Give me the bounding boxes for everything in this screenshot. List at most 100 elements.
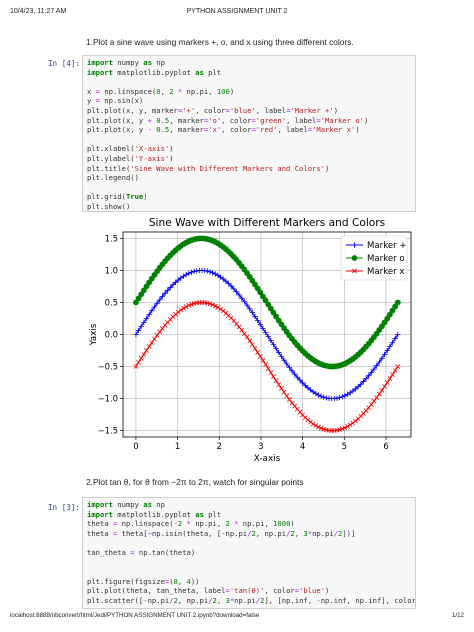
code-line: import matplotlib.pyplot as plt [87, 510, 411, 520]
data-point [223, 278, 229, 284]
data-point [133, 364, 139, 369]
data-point [342, 425, 348, 431]
data-point [315, 392, 322, 398]
data-point [231, 286, 237, 292]
data-point [299, 380, 306, 386]
code-cell-2[interactable]: import numpy as np import matplotlib.pypl… [82, 497, 416, 609]
data-point [252, 346, 258, 351]
data-point [143, 315, 150, 322]
data-point [210, 302, 216, 308]
data-point [342, 392, 348, 399]
data-point [164, 287, 171, 293]
data-point [283, 361, 290, 367]
data-point [310, 421, 316, 427]
data-point [284, 393, 290, 399]
code-line [87, 135, 411, 145]
data-point [360, 378, 367, 385]
y-tick-label: 0.5 [105, 297, 118, 307]
data-point [289, 400, 295, 406]
data-point [212, 271, 218, 277]
data-point [291, 371, 298, 377]
code-text: plt.xlabel('X-axis') [87, 144, 174, 154]
data-point [186, 302, 192, 308]
data-point [350, 420, 356, 426]
footer-page-number: 1/12 [451, 612, 464, 619]
data-point [257, 354, 263, 359]
y-tick-label: 1.0 [105, 265, 118, 275]
data-point [387, 376, 393, 382]
data-point [384, 380, 390, 386]
data-point [167, 284, 174, 291]
data-point [181, 305, 186, 311]
data-point [260, 358, 266, 363]
data-point [239, 327, 245, 333]
y-tick-label: 0.0 [105, 330, 118, 340]
data-point [263, 362, 268, 367]
x-tick-label: 3 [258, 441, 263, 451]
data-point [270, 341, 277, 348]
data-point [278, 353, 285, 360]
data-point [368, 402, 374, 407]
data-point [257, 321, 263, 328]
code-line: plt.plot(theta, tan_theta, label='tan(θ)… [87, 586, 411, 596]
data-point [392, 335, 398, 342]
data-point [236, 324, 242, 330]
data-point [183, 271, 189, 278]
data-point [268, 370, 274, 376]
data-point [279, 386, 284, 391]
footer-url: localhost:8888/nbconvert/html/Jedi/PYTHO… [10, 612, 260, 619]
data-point [374, 395, 380, 401]
data-point [318, 425, 324, 431]
code-line [87, 183, 411, 193]
data-point [241, 331, 247, 337]
chart-title: Sine Wave with Different Markers and Col… [149, 217, 385, 229]
data-point [154, 333, 160, 338]
code-text: tan_theta = np.tan(theta) [87, 547, 196, 557]
code-line: plt.show() [87, 202, 411, 211]
y-tick-label: −1.0 [98, 394, 118, 404]
data-point [302, 382, 308, 389]
data-point [265, 333, 271, 340]
data-point [215, 305, 221, 310]
data-point [345, 423, 350, 429]
data-point [376, 391, 382, 397]
data-point [146, 311, 152, 318]
data-point [318, 393, 324, 399]
code-line: import matplotlib.pyplot as plt [87, 68, 411, 78]
code-line [87, 558, 411, 568]
data-point [363, 376, 369, 382]
data-point [151, 304, 158, 310]
data-point [252, 313, 258, 320]
data-point [255, 350, 260, 355]
code-line: theta = theta[~np.isin(theta, [-np.pi/2,… [87, 529, 411, 539]
data-point [204, 268, 211, 274]
data-point [276, 382, 282, 387]
code-line: plt.grid(True) [87, 192, 411, 202]
print-date: 10/4/23, 11:27 AM [10, 8, 67, 15]
data-point [183, 304, 189, 310]
data-point [172, 279, 179, 286]
data-point [191, 268, 197, 275]
code-text: plt.plot(x, y, marker='+', color='blue',… [87, 105, 339, 115]
data-point [276, 349, 282, 356]
data-point [297, 377, 303, 383]
code-text: x = np.linspace(0, 2 * np.pi, 100) [87, 86, 235, 96]
code-text: plt.scatter([-np.pi/2, np.pi/2, 3*np.pi/… [87, 595, 416, 605]
data-point [209, 270, 216, 276]
data-point [162, 290, 168, 297]
data-point [254, 317, 261, 324]
data-point [260, 325, 266, 332]
series-x [133, 300, 401, 433]
data-point [368, 369, 375, 376]
data-point [379, 387, 385, 393]
data-point [268, 337, 274, 344]
x-tick-label: 5 [342, 441, 347, 451]
data-point [395, 364, 401, 369]
data-point [358, 381, 364, 387]
code-text: plt.plot(x, y - 0.5, marker='x', color='… [87, 125, 360, 135]
data-point [281, 389, 287, 395]
data-point [154, 300, 160, 307]
legend-marker [352, 268, 357, 274]
code-cell-1[interactable]: import numpy as np import matplotlib.pypl… [82, 55, 416, 212]
data-point [265, 366, 271, 371]
